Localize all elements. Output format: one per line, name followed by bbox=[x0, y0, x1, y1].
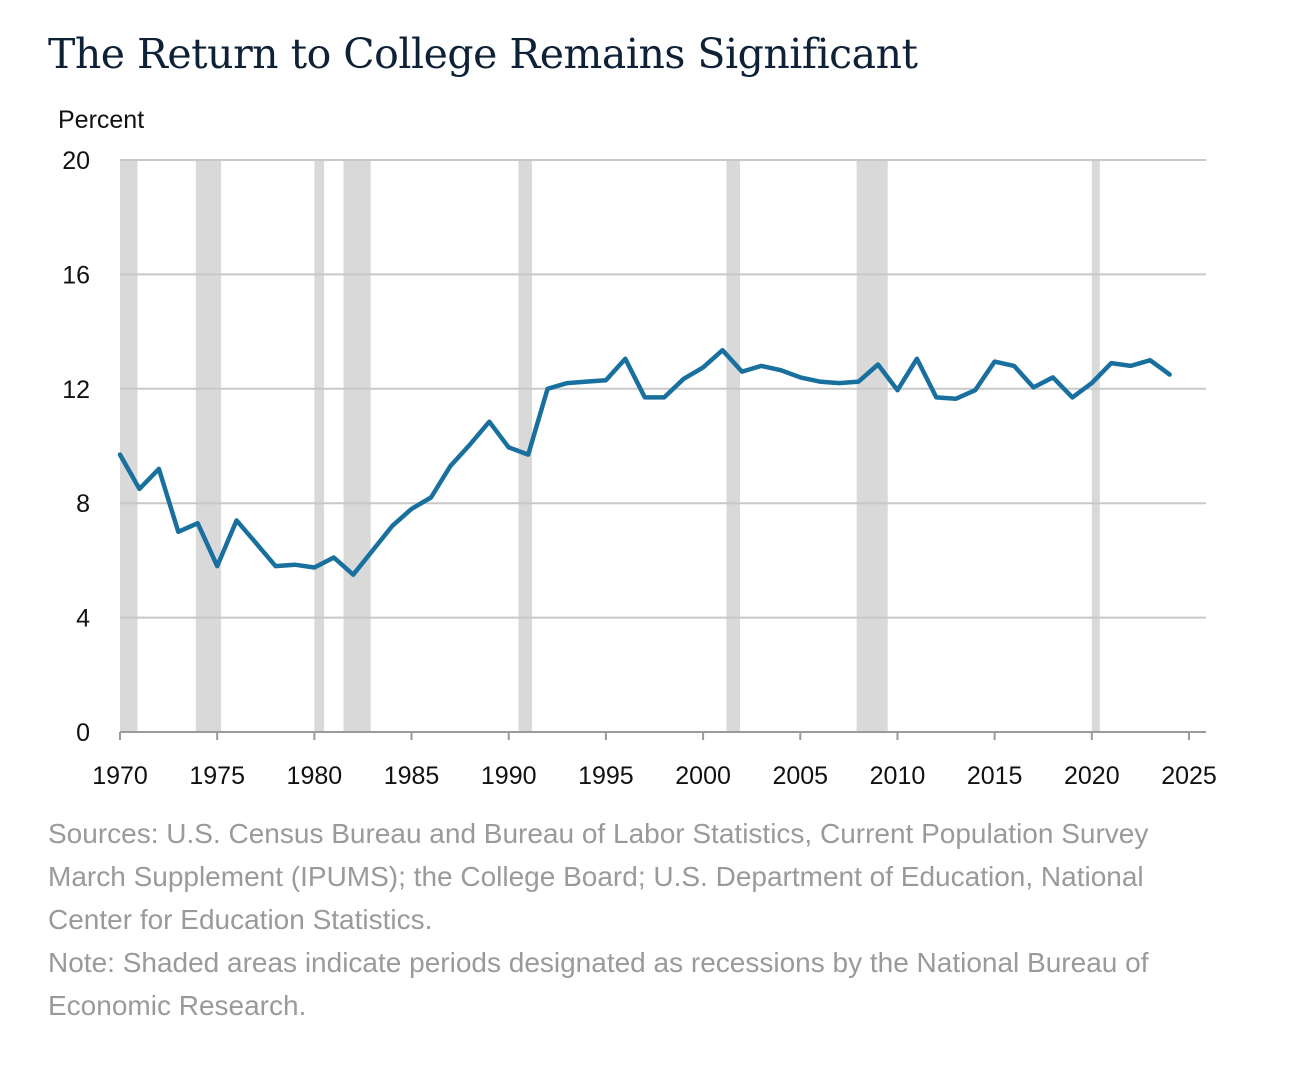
x-tick-label: 2020 bbox=[1064, 762, 1120, 790]
axes: 0 4 8 12 16 20 1970 1975 1980 1985 1990 1995 2000 200… bbox=[62, 147, 1217, 790]
x-tick-label: 1995 bbox=[578, 762, 634, 790]
x-tick-label: 1975 bbox=[189, 762, 245, 790]
series-line-1 bbox=[117, 347, 1172, 577]
line-chart: 0 4 8 12 16 20 1970 1975 1980 1985 1990 1995 2000 200… bbox=[58, 106, 1217, 790]
series-layer bbox=[117, 347, 1172, 577]
y-tick-label: 20 bbox=[62, 147, 90, 175]
x-tick-label: 2025 bbox=[1161, 762, 1217, 790]
y-tick-label: 0 bbox=[76, 719, 90, 747]
recession-band-2 bbox=[195, 160, 222, 732]
x-tick-label: 1980 bbox=[287, 762, 343, 790]
y-tick-label: 16 bbox=[62, 261, 90, 289]
recession-band-1 bbox=[120, 160, 138, 732]
x-tick-label: 1985 bbox=[384, 762, 440, 790]
chart-title: The Return to College Remains Significan… bbox=[48, 30, 918, 78]
gridlines bbox=[120, 159, 1206, 619]
recession-band-5 bbox=[518, 160, 533, 732]
y-tick-label: 12 bbox=[62, 376, 90, 404]
y-axis-label: Percent bbox=[58, 106, 144, 134]
recession-bands bbox=[120, 160, 1100, 732]
note-text: Note: Shaded areas indicate periods desi… bbox=[48, 947, 1149, 1021]
x-tick-label: 1970 bbox=[92, 762, 148, 790]
recession-band-6 bbox=[726, 160, 741, 732]
recession-band-7 bbox=[856, 160, 888, 732]
x-tick-label: 2000 bbox=[675, 762, 731, 790]
y-tick-label: 8 bbox=[76, 490, 90, 518]
recession-band-3 bbox=[314, 160, 325, 732]
x-tick-label: 1990 bbox=[481, 762, 537, 790]
recession-band-4 bbox=[343, 160, 371, 732]
x-tick-label: 2015 bbox=[967, 762, 1023, 790]
sources-text: Sources: U.S. Census Bureau and Bureau o… bbox=[48, 818, 1149, 935]
y-tick-label: 4 bbox=[76, 605, 90, 633]
footnotes: Sources: U.S. Census Bureau and Bureau o… bbox=[48, 812, 1208, 1027]
recession-band-8 bbox=[1091, 160, 1100, 732]
x-tick-label: 2005 bbox=[772, 762, 828, 790]
x-tick-label: 2010 bbox=[870, 762, 926, 790]
